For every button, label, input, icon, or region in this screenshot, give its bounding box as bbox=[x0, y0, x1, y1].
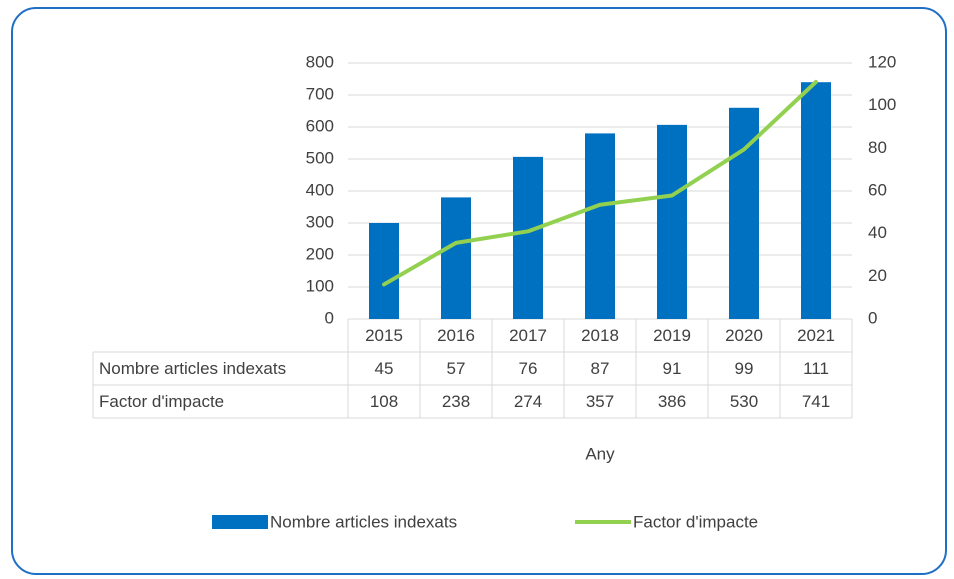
y-tick-label: 700 bbox=[306, 84, 334, 103]
table-cell: 530 bbox=[730, 392, 758, 411]
bar bbox=[729, 107, 759, 319]
y2-tick-label: 80 bbox=[868, 138, 887, 157]
y2-tick-label: 40 bbox=[868, 223, 887, 242]
y2-tick-label: 20 bbox=[868, 266, 887, 285]
table-cell: 99 bbox=[735, 359, 754, 378]
table-cell: 108 bbox=[370, 392, 398, 411]
x-tick-label: 2020 bbox=[725, 326, 763, 345]
y-tick-label: 0 bbox=[325, 308, 334, 327]
y2-tick-label: 100 bbox=[868, 95, 896, 114]
x-tick-label: 2017 bbox=[509, 326, 547, 345]
table-row-label: Factor d'impacte bbox=[99, 392, 224, 411]
table-cell: 386 bbox=[658, 392, 686, 411]
table-cell: 238 bbox=[442, 392, 470, 411]
y-tick-label: 300 bbox=[306, 212, 334, 231]
x-tick-label: 2018 bbox=[581, 326, 619, 345]
table-cell: 87 bbox=[591, 359, 610, 378]
x-tick-label: 2019 bbox=[653, 326, 691, 345]
y-tick-label: 500 bbox=[306, 148, 334, 167]
x-tick-label: 2016 bbox=[437, 326, 475, 345]
legend-label: Nombre articles indexats bbox=[270, 512, 457, 531]
table-cell: 357 bbox=[586, 392, 614, 411]
bar bbox=[801, 82, 831, 319]
bar bbox=[441, 197, 471, 319]
y-tick-label: 100 bbox=[306, 276, 334, 295]
bar bbox=[513, 156, 543, 319]
x-tick-label: 2021 bbox=[797, 326, 835, 345]
y2-tick-label: 60 bbox=[868, 180, 887, 199]
bar bbox=[369, 223, 399, 319]
table-cell: 57 bbox=[447, 359, 466, 378]
y-tick-label: 400 bbox=[306, 180, 334, 199]
legend-swatch bbox=[212, 515, 268, 529]
line bbox=[382, 79, 818, 287]
legend-label: Factor d'impacte bbox=[633, 512, 758, 531]
table-cell: 91 bbox=[663, 359, 682, 378]
y2-tick-label: 120 bbox=[868, 52, 896, 71]
y-tick-label: 200 bbox=[306, 244, 334, 263]
x-axis-label: Any bbox=[585, 444, 615, 463]
table-cell: 76 bbox=[519, 359, 538, 378]
chart-frame bbox=[11, 7, 947, 575]
y-tick-label: 800 bbox=[306, 52, 334, 71]
y2-tick-label: 0 bbox=[868, 308, 877, 327]
table-cell: 274 bbox=[514, 392, 542, 411]
bar bbox=[585, 133, 615, 319]
y-tick-label: 600 bbox=[306, 116, 334, 135]
table-row-label: Nombre articles indexats bbox=[99, 359, 286, 378]
table-cell: 45 bbox=[375, 359, 394, 378]
table-cell: 111 bbox=[803, 359, 829, 378]
table-cell: 741 bbox=[802, 392, 830, 411]
x-tick-label: 2015 bbox=[365, 326, 403, 345]
bar bbox=[657, 124, 687, 319]
